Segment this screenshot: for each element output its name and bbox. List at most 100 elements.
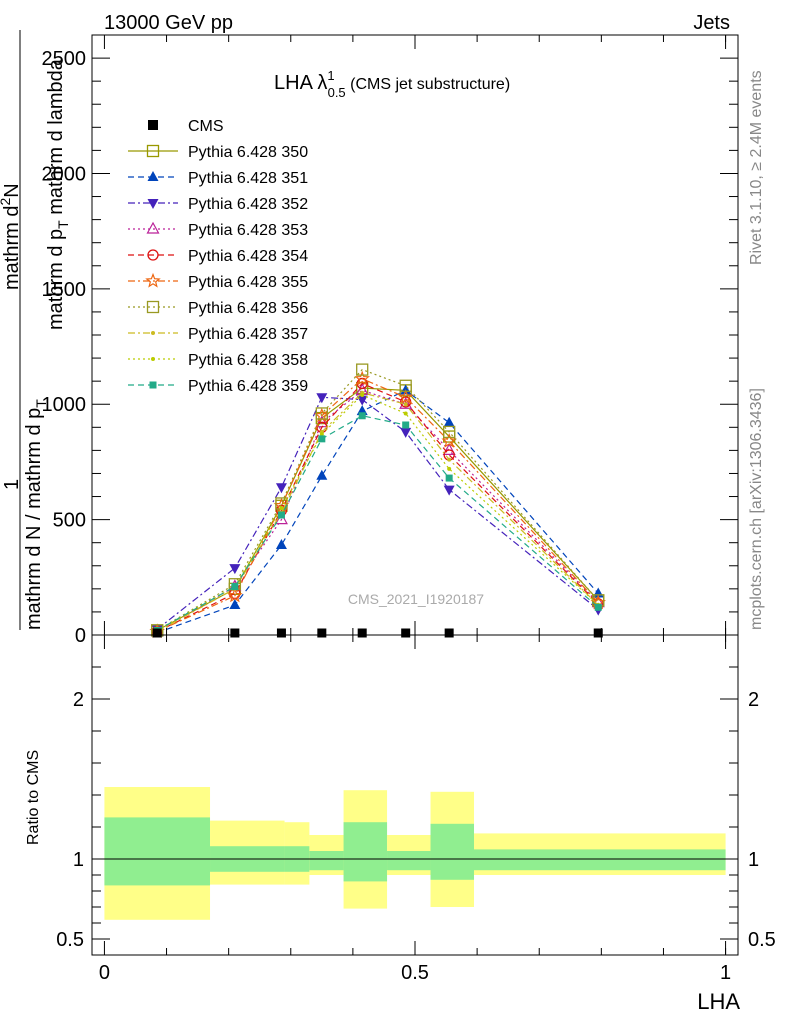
cms-data-point: [444, 628, 454, 638]
legend-marker: [151, 357, 155, 361]
ratio-y-tick-label-right: 2: [748, 689, 759, 711]
legend-marker-cms: [148, 120, 158, 130]
series-point: [231, 583, 239, 591]
y-tick-label: 2500: [42, 48, 87, 70]
legend-label: Pythia 6.428 353: [188, 222, 308, 239]
series-line: [157, 389, 599, 634]
series-point: [229, 599, 241, 609]
axis-ticks: 0 500 1000 1500 2000 2500 0 0.5 1 0.5 0.5 1 1 2 2: [42, 35, 776, 984]
series-point: [447, 457, 452, 462]
y-tick-label: 1500: [42, 279, 87, 301]
series-point: [594, 603, 602, 611]
ratio-bands: [104, 787, 726, 920]
ratio-band-inner: [387, 851, 431, 871]
ratio-band-inner: [474, 849, 726, 871]
series-point: [227, 587, 243, 603]
cms-data-point: [593, 628, 603, 638]
ylabel2-num-tail: N: [1, 183, 23, 197]
series-point: [399, 379, 412, 392]
legend-label: Pythia 6.428 354: [188, 248, 308, 265]
ylabel2-den-main: mathrm d p: [45, 229, 67, 330]
series-point: [316, 469, 328, 480]
series-line: [156, 415, 599, 631]
series-point: [354, 370, 370, 386]
x-tick-label: 0.5: [401, 962, 429, 984]
series-point: [229, 564, 241, 575]
series-point: [400, 427, 412, 438]
ratio-y-tick-label: 0.5: [56, 929, 84, 951]
ratio-y-tick-label-right: 1: [748, 849, 759, 871]
series-line: [156, 368, 599, 631]
legend-marker: [145, 272, 161, 288]
ratio-y-label: Ratio to CMS: [25, 750, 42, 845]
series-point: [275, 539, 287, 549]
legend-label: Pythia 6.428 350: [188, 144, 308, 161]
series-point: [315, 407, 328, 420]
series-point: [358, 412, 366, 420]
legend-marker: [147, 171, 159, 181]
y-tick-label: 1000: [42, 394, 87, 416]
legend-marker: [151, 331, 155, 335]
series-point: [397, 389, 414, 404]
series-point: [316, 393, 328, 404]
legend-label: Pythia 6.428 359: [188, 378, 308, 395]
legend-label: Pythia 6.428 352: [188, 196, 308, 213]
y-tick-label: 2000: [42, 163, 87, 185]
y-axis-label-2: mathrm d2N mathrm d pT mathrm d lambda: [0, 58, 71, 330]
ratio-y-tick-label: 2: [73, 689, 84, 711]
series-point: [402, 421, 410, 429]
legend-label: Pythia 6.428 358: [188, 352, 308, 369]
title-main: LHA λ: [274, 72, 327, 94]
mcplots-label: mcplots.cern.ch [arXiv:1306.3436]: [748, 388, 765, 630]
legend-label: Pythia 6.428 356: [188, 300, 308, 317]
x-tick-label: 0: [99, 962, 110, 984]
legend-label-cms: CMS: [188, 118, 224, 135]
cms-data-point: [317, 628, 327, 638]
series-line: [156, 378, 599, 633]
analysis-watermark: CMS_2021_I1920187: [348, 591, 484, 607]
ratio-band-inner: [430, 823, 475, 880]
series-line: [156, 392, 599, 633]
series-point: [445, 474, 453, 482]
ratio-band-inner: [343, 822, 388, 882]
series-point: [277, 511, 285, 519]
ratio-band-inner: [104, 817, 211, 886]
legend-label: Pythia 6.428 351: [188, 170, 308, 187]
y-tick-label: 0: [75, 625, 86, 647]
legend-marker: [146, 221, 160, 234]
series-point: [318, 435, 326, 443]
rivet-label: Rivet 3.1.10, ≥ 2.4M events: [748, 70, 765, 265]
x-axis-label: LHA: [697, 989, 740, 1014]
y-tick-label: 500: [53, 510, 86, 532]
series-point: [275, 483, 287, 494]
ratio-band-inner: [309, 851, 344, 871]
legend-marker: [149, 381, 157, 389]
series-point: [447, 466, 452, 471]
series-line: [156, 389, 599, 633]
series-point: [443, 416, 455, 427]
series-point: [443, 425, 456, 439]
ratio-y-tick-label-right: 0.5: [748, 929, 776, 951]
series-lines: [149, 363, 606, 639]
header-right: Jets: [693, 12, 730, 34]
legend-label: Pythia 6.428 355: [188, 274, 308, 291]
y-axis-label: 1 mathrm d N / mathrm d pT: [1, 30, 49, 630]
legend: CMS Pythia 6.428 350 Pythia 6.428 351 Pythi…: [128, 118, 308, 395]
legend-marker: [146, 300, 160, 314]
series-point: [443, 485, 455, 496]
ylabel-den-main: mathrm d N / mathrm d p: [23, 408, 45, 630]
legend-marker: [147, 199, 159, 209]
cms-data-point: [357, 628, 367, 638]
series-point: [403, 402, 408, 407]
x-tick-label: 1: [720, 962, 731, 984]
series-point: [360, 393, 365, 397]
cms-data-point: [230, 628, 240, 638]
legend-marker: [147, 249, 159, 261]
cms-data-point: [401, 628, 411, 638]
cms-data-point: [276, 628, 286, 638]
ylabel2-num-main: mathrm d: [1, 206, 23, 290]
cms-data-points: [152, 628, 603, 638]
ratio-y-tick-label: 1: [73, 849, 84, 871]
ylabel2-den-tail: mathrm d lambda: [45, 58, 67, 220]
